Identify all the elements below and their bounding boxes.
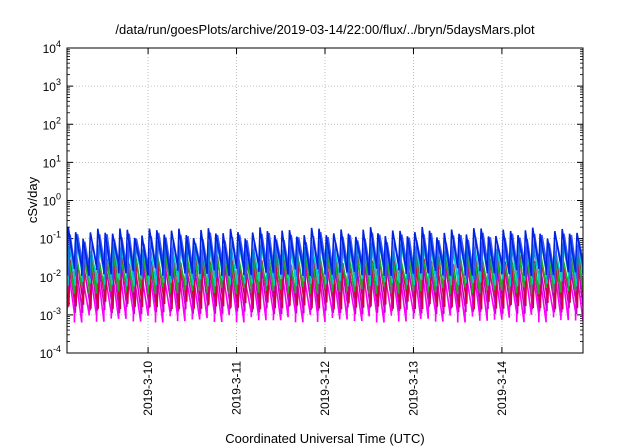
x-tick-label: 2019-3-11 [230,361,244,415]
plot-area: 10-4 10-3 10-2 10-1 100 101 102 103 104 2019-3-10… [40,39,584,416]
y-tick-label: 10-1 [40,230,61,247]
x-tick-label: 2019-3-13 [406,361,420,416]
x-tick-label: 2019-3-10 [141,361,155,416]
plot-frame [66,47,584,354]
y-tick-label: 101 [43,153,61,170]
y-tick-label: 102 [43,115,61,132]
y-tick-label: 10-4 [40,344,61,361]
series-line-5 [67,231,583,280]
x-axis-label: Coordinated Universal Time (UTC) [225,431,424,446]
series-line-6 [67,226,583,277]
chart-title: /data/run/goesPlots/archive/2019-03-14/2… [115,22,535,37]
series-group [67,226,583,323]
x-tick-label: 2019-3-12 [318,361,332,416]
series-line-1 [67,260,583,315]
y-tick-label: 100 [43,192,61,209]
y-tick-label: 104 [43,39,61,56]
y-tick-label: 10-2 [40,268,61,285]
series-line-4 [67,239,583,287]
y-axis-label: cSv/day [25,176,40,223]
series-line-2 [67,253,583,310]
x-tick-label: 2019-3-14 [495,361,509,416]
y-tick-label: 10-3 [40,306,61,323]
y-tick-label: 103 [43,77,61,94]
